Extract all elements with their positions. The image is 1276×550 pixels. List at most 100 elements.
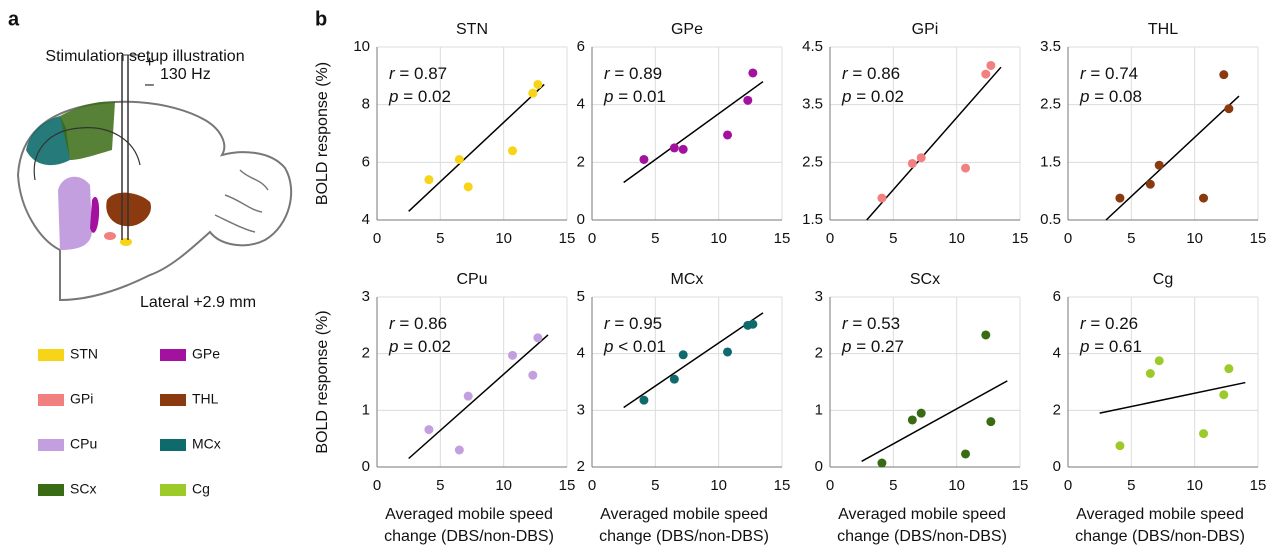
x-tick-label: 15: [1250, 477, 1267, 494]
y-tick-label: 0: [1053, 458, 1061, 475]
annotation-symbol: r: [604, 314, 611, 333]
annotation-symbol: p: [388, 87, 398, 106]
x-tick-label: 10: [710, 477, 727, 494]
fit-line: [408, 334, 549, 460]
point: [1224, 364, 1234, 374]
annotation-symbol: r: [1080, 64, 1087, 83]
region: [90, 196, 100, 233]
y-tick-label: 1: [815, 401, 823, 418]
y-tick-label: 0: [577, 211, 585, 228]
annotation-text: = 0.86: [848, 64, 900, 83]
region: [58, 176, 92, 250]
point: [723, 130, 733, 140]
annotation: p = 0.02: [841, 87, 904, 106]
annotation-text: = 0.02: [851, 87, 903, 106]
chart-title: GPi: [912, 21, 939, 38]
y-tick-label: 2.5: [1040, 96, 1061, 113]
polarity: +: [145, 54, 154, 71]
point: [424, 175, 434, 185]
annotation: r = 0.86: [389, 314, 447, 333]
annotation-symbol: r: [604, 64, 611, 83]
annotation: r = 0.95: [604, 314, 662, 333]
x-tick-label: 10: [948, 477, 965, 494]
legend-label: THL: [192, 391, 219, 407]
annotation-text: = 0.01: [613, 87, 665, 106]
point: [1145, 179, 1155, 189]
y-tick-label: 8: [362, 96, 370, 113]
x-tick-label: 10: [495, 230, 512, 247]
annotation: p = 0.02: [388, 87, 451, 106]
x-tick-label: 10: [1186, 230, 1203, 247]
point: [508, 146, 518, 156]
y-tick-label: 2: [577, 458, 585, 475]
y-tick-label: 1.5: [802, 211, 823, 228]
annotation-text: = 0.61: [1089, 337, 1141, 356]
annotation-symbol: p: [841, 337, 851, 356]
x-axis-label: change (DBS/non-DBS): [599, 528, 769, 545]
annotation-text: = 0.86: [395, 314, 447, 333]
x-tick-label: 5: [1127, 230, 1135, 247]
polarity: –: [145, 76, 154, 93]
point: [669, 143, 679, 153]
legend-label: GPi: [70, 391, 93, 407]
annotation-symbol: r: [389, 314, 396, 333]
x-tick-label: 0: [588, 477, 596, 494]
y-tick-label: 1.5: [1040, 153, 1061, 170]
x-tick-label: 15: [559, 230, 576, 247]
y-tick-label: 1: [362, 401, 370, 418]
brain-illustration: [16, 54, 293, 302]
annotation-symbol: p: [1079, 87, 1089, 106]
point: [678, 350, 688, 360]
annotation-symbol: p: [841, 87, 851, 106]
point: [916, 408, 926, 418]
point: [454, 445, 464, 455]
x-tick-label: 15: [774, 477, 791, 494]
x-tick-label: 10: [495, 477, 512, 494]
y-tick-label: 0.5: [1040, 211, 1061, 228]
annotation-text: = 0.08: [1089, 87, 1141, 106]
y-tick-label: 0: [362, 458, 370, 475]
annotation-text: = 0.02: [398, 337, 450, 356]
annotation-symbol: p: [603, 337, 613, 356]
point: [1219, 70, 1229, 80]
fit-line: [866, 66, 1002, 221]
annotation-text: = 0.95: [610, 314, 662, 333]
point: [463, 391, 473, 401]
chart-title: CPu: [456, 271, 487, 288]
x-tick-label: 15: [774, 230, 791, 247]
point: [961, 449, 971, 459]
x-tick-label: 5: [1127, 477, 1135, 494]
y-axis-label: BOLD response (%): [314, 310, 331, 453]
annotation-text: = 0.87: [395, 64, 447, 83]
x-tick-label: 5: [651, 477, 659, 494]
x-tick-label: 0: [588, 230, 596, 247]
annotation: p = 0.08: [1079, 87, 1142, 106]
panel-title: Stimulation setup illustration: [45, 48, 244, 65]
point: [907, 158, 917, 168]
x-tick-label: 10: [948, 230, 965, 247]
y-tick-label: 4: [577, 345, 585, 362]
region: [120, 238, 132, 246]
legend-label: CPu: [70, 436, 97, 452]
y-tick-label: 2.5: [802, 153, 823, 170]
point: [748, 68, 758, 78]
y-tick-label: 2: [815, 345, 823, 362]
chart-title: MCx: [671, 271, 704, 288]
y-tick-label: 6: [362, 153, 370, 170]
annotation-symbol: p: [388, 337, 398, 356]
x-tick-label: 15: [559, 477, 576, 494]
point: [1199, 193, 1209, 203]
y-tick-label: 5: [577, 288, 585, 305]
chart-title: GPe: [671, 21, 703, 38]
y-axis-label: BOLD response (%): [314, 62, 331, 205]
point: [981, 69, 991, 79]
point: [463, 182, 473, 192]
y-tick-label: 3: [577, 401, 585, 418]
x-axis-label: Averaged mobile speed: [600, 506, 768, 523]
annotation-symbol: p: [603, 87, 613, 106]
annotation: p = 0.27: [841, 337, 904, 356]
point: [743, 95, 753, 105]
annotation: r = 0.53: [842, 314, 900, 333]
legend-swatch: [38, 484, 64, 496]
